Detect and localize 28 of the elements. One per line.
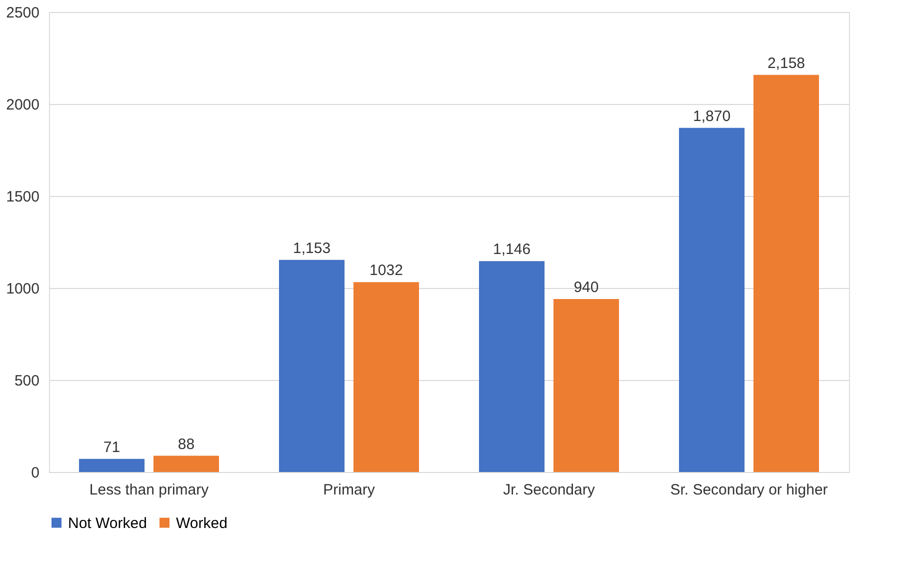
data-label: 88 — [178, 436, 195, 453]
y-tick-label: 2000 — [6, 96, 40, 114]
bar — [279, 260, 345, 472]
y-tick-label: 1500 — [6, 188, 40, 206]
bar — [753, 74, 819, 472]
bar — [153, 456, 219, 472]
y-tick-label: 1000 — [6, 280, 40, 298]
data-label: 2,158 — [767, 54, 806, 72]
x-tick-label: Less than primary — [89, 482, 210, 498]
y-tick-label: 2500 — [6, 4, 40, 22]
data-label: 71 — [103, 438, 120, 456]
data-label: 1,146 — [492, 241, 531, 258]
data-label: 1032 — [370, 262, 403, 280]
bar — [679, 128, 745, 472]
y-tick-label: 0 — [31, 464, 40, 482]
x-tick-label: Primary — [323, 482, 376, 498]
data-label: 1,153 — [292, 240, 331, 257]
data-label: 1,870 — [692, 108, 731, 125]
x-tick-label: Sr. Secondary or higher — [670, 482, 828, 498]
bar — [353, 282, 419, 472]
bar — [79, 458, 145, 472]
bar — [553, 299, 619, 472]
data-label: 940 — [574, 279, 599, 296]
legend-label: Not Worked — [68, 514, 147, 532]
y-tick-label: 500 — [14, 372, 40, 390]
bar — [479, 261, 545, 472]
legend-label: Worked — [176, 514, 228, 532]
x-tick-label: Jr. Secondary — [503, 482, 596, 498]
